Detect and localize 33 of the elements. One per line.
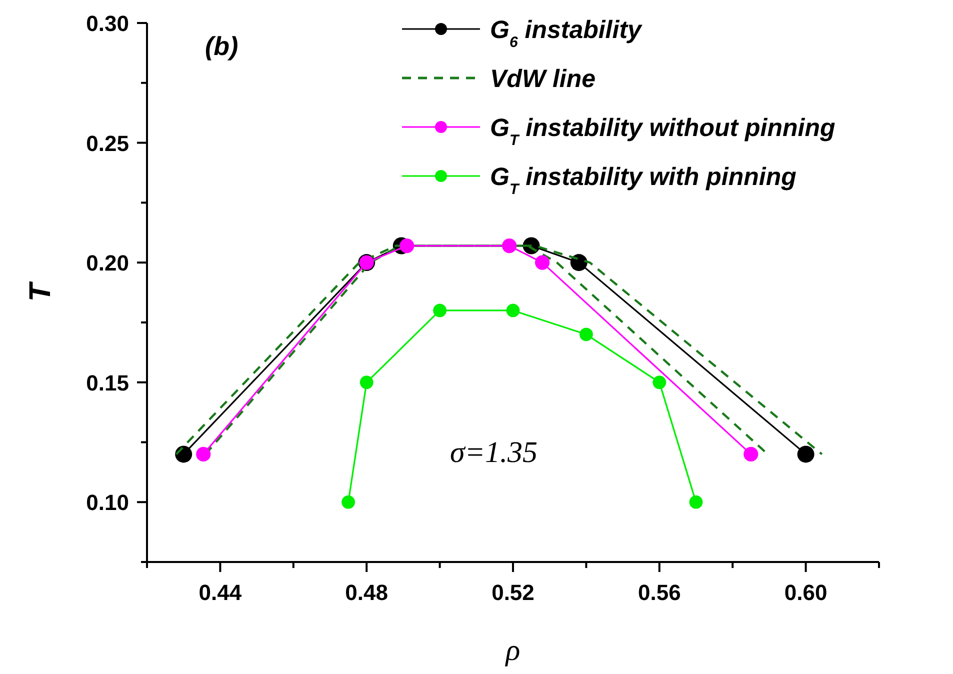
point [506,304,520,318]
point [196,446,211,462]
point [502,238,517,254]
point [744,446,758,462]
annotation: σ=1.35 [450,436,538,469]
y-tick-label: 0.20 [86,250,129,276]
legend-label: G$_{6}$ instability [490,16,643,50]
x-tick-label: 0.44 [198,580,242,605]
point [689,495,703,509]
x-tick-label: 0.52 [492,580,534,605]
legend-label: G$_{T}$ instability with pinning [490,163,796,198]
y-tick-label: 0.15 [86,370,129,396]
point [342,495,355,509]
point [400,238,414,254]
x-tick-label: 0.48 [345,580,388,605]
point [534,255,550,270]
annotation: (b) [205,31,238,61]
x-tick-label: 0.60 [784,580,828,605]
legend-label: VdW line [490,65,596,93]
x-tick-label: 0.56 [638,580,681,605]
y-tick-label: 0.10 [86,490,129,516]
point [360,376,374,390]
point [797,446,814,463]
legend-label: G$_{T}$ instability without pinning [490,114,836,148]
point [652,376,666,390]
point [175,446,192,463]
point [433,304,446,318]
point [570,254,588,272]
y-axis-title: T [24,280,57,302]
y-tick-label: 0.30 [86,11,129,36]
point [580,328,593,342]
x-axis-title: ρ [504,634,520,667]
y-tick-label: 0.25 [86,130,129,156]
